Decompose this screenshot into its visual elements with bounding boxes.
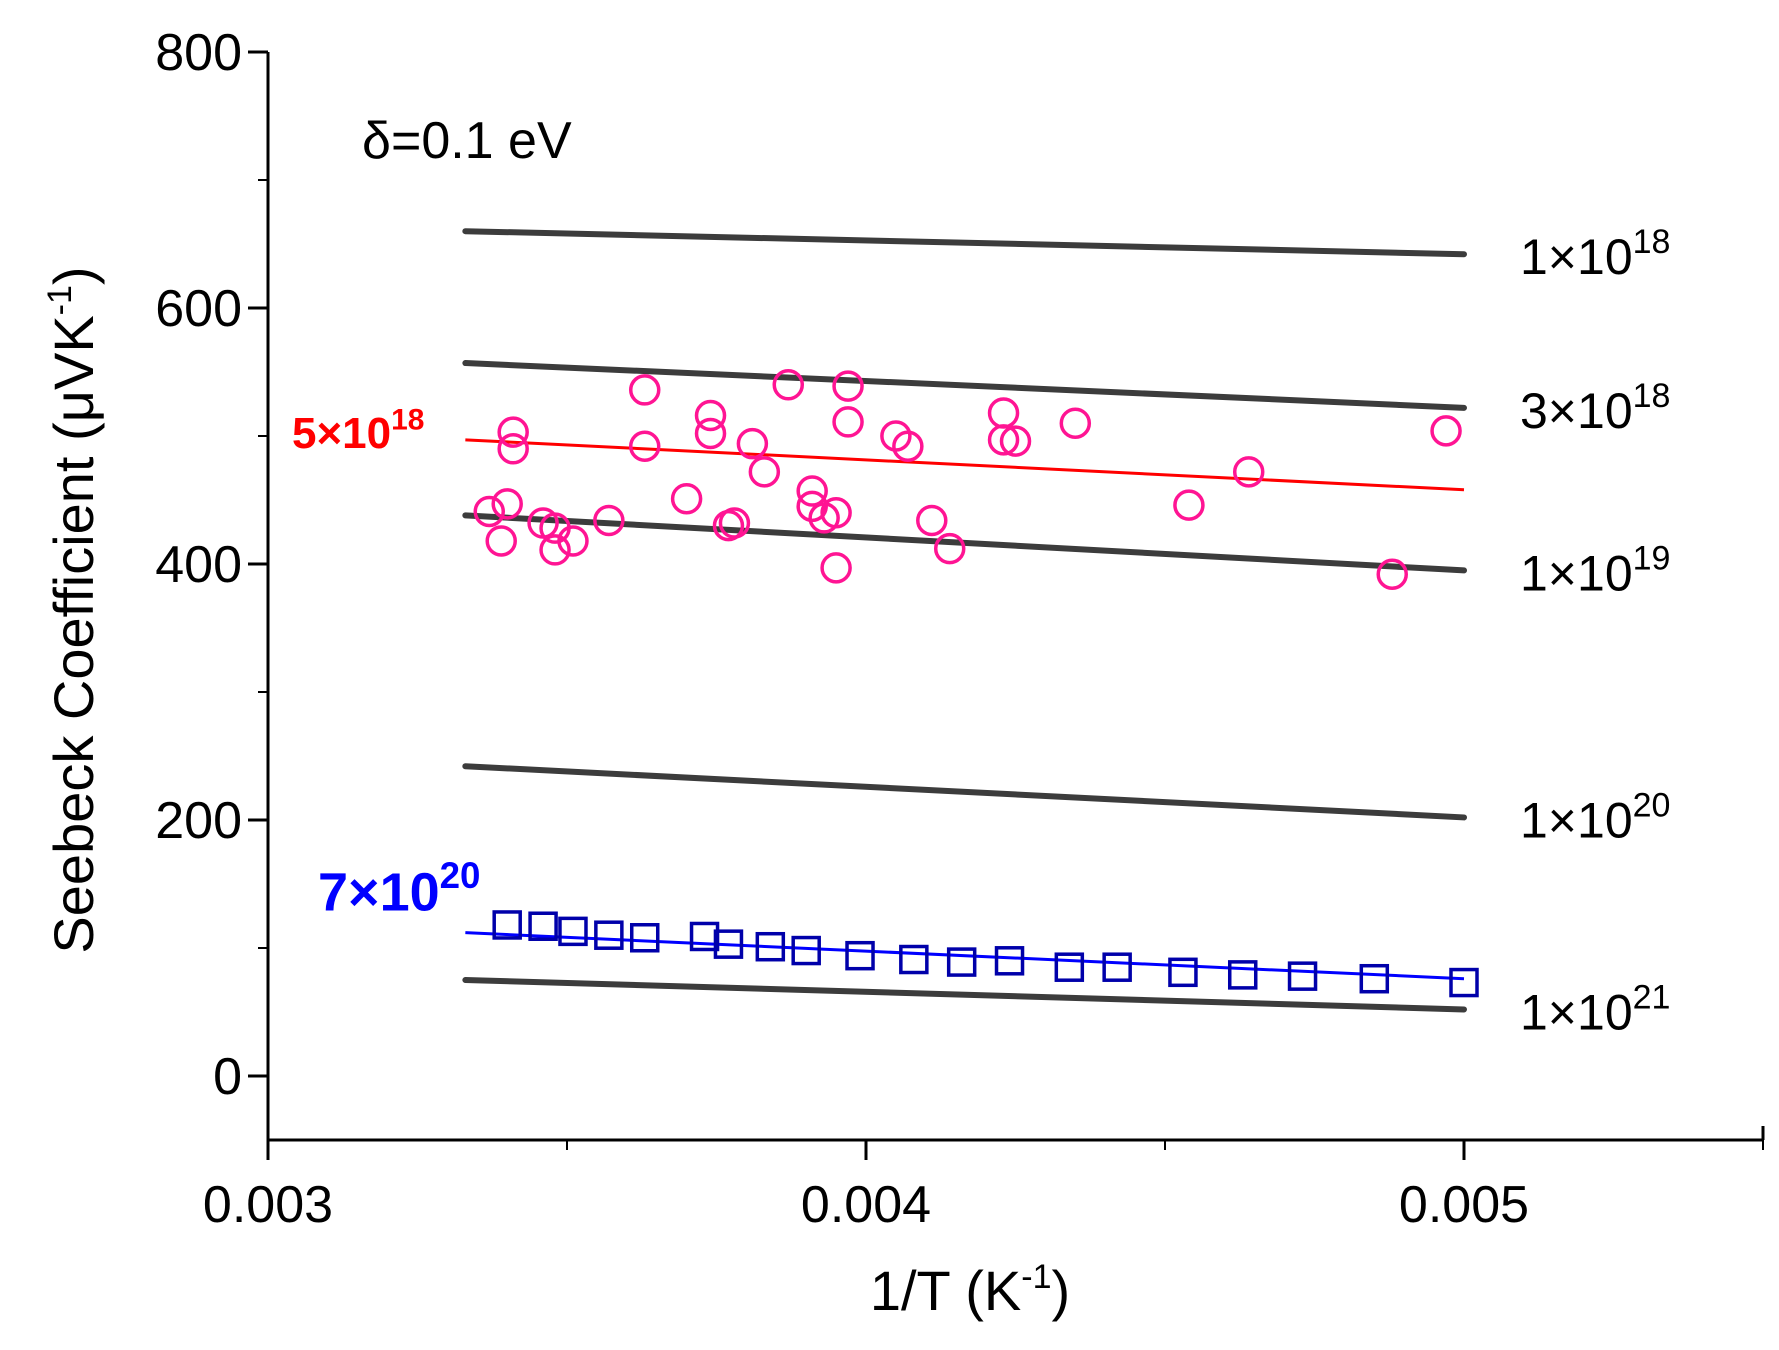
circle-point bbox=[748, 456, 781, 488]
x-axis-label: 1/T (K-1) bbox=[870, 1258, 1070, 1322]
model-curve-1e19 bbox=[462, 512, 1467, 574]
circle-point bbox=[999, 425, 1032, 457]
y-tick-label: 0 bbox=[213, 1048, 242, 1106]
square-point bbox=[558, 916, 588, 947]
circle-point bbox=[694, 417, 727, 450]
y-axis-label: Seebeck Coefficient (μVK-1) bbox=[41, 266, 105, 953]
square-point bbox=[1287, 961, 1318, 991]
circle-point bbox=[892, 430, 924, 462]
y-tick-label: 600 bbox=[155, 280, 242, 338]
circle-point bbox=[473, 495, 506, 528]
square-point bbox=[1054, 952, 1085, 982]
delta-annotation: δ=0.1 eV bbox=[362, 112, 572, 170]
circle-point bbox=[497, 433, 529, 465]
square-point bbox=[492, 910, 522, 940]
circle-point bbox=[933, 532, 966, 565]
circle-point bbox=[539, 534, 571, 566]
circle-point bbox=[593, 504, 625, 537]
square-point bbox=[899, 944, 929, 975]
data-markers bbox=[473, 369, 1479, 998]
y-axis-label-main: Seebeck Coefficient (μVK bbox=[42, 315, 105, 953]
circle-point bbox=[557, 525, 589, 557]
curve-label-3e18: 3×1018 bbox=[1520, 377, 1670, 439]
y-axis-label-end: ) bbox=[42, 266, 105, 285]
square-point bbox=[994, 946, 1025, 976]
x-axis-label-main: 1/T (K bbox=[870, 1259, 1021, 1322]
model-curves bbox=[462, 228, 1467, 1013]
curve-label-1e21: 1×1021 bbox=[1520, 978, 1670, 1040]
fit-curve-5e18 bbox=[465, 438, 1465, 492]
y-tick-label: 400 bbox=[155, 536, 242, 594]
circle-point bbox=[718, 507, 751, 539]
axis-ticks bbox=[248, 50, 1764, 1160]
circle-point bbox=[670, 482, 703, 515]
model-curve-1e20 bbox=[462, 763, 1467, 821]
square-point bbox=[791, 935, 821, 966]
y-axis-label-sup: -1 bbox=[41, 285, 79, 315]
circle-point bbox=[987, 397, 1020, 429]
y-tick-label: 800 bbox=[155, 24, 242, 82]
square-point bbox=[1449, 967, 1479, 998]
circle-point bbox=[736, 427, 769, 460]
square-point bbox=[1359, 963, 1390, 994]
circle-point bbox=[1173, 489, 1205, 521]
circle-point bbox=[832, 406, 864, 438]
circle-point bbox=[497, 416, 529, 448]
circle-point bbox=[628, 430, 661, 462]
square-point bbox=[755, 931, 786, 962]
circle-point bbox=[1059, 407, 1092, 439]
x-axis-label-end: ) bbox=[1052, 1259, 1071, 1322]
square-point bbox=[528, 911, 558, 941]
circle-point bbox=[796, 475, 828, 507]
square-point bbox=[845, 940, 875, 971]
square-point bbox=[629, 923, 660, 953]
circle-point bbox=[820, 497, 852, 529]
curve-label-1e19: 1×1019 bbox=[1520, 539, 1670, 601]
square-point bbox=[713, 929, 744, 959]
x-tick-label: 0.005 bbox=[1399, 1176, 1529, 1234]
circle-point bbox=[491, 488, 523, 520]
x-tick-label: 0.003 bbox=[203, 1176, 333, 1234]
square-point bbox=[1168, 957, 1198, 988]
square-point bbox=[689, 921, 720, 952]
plot-frame bbox=[266, 52, 1765, 1142]
square-point bbox=[594, 920, 624, 950]
square-point bbox=[1102, 952, 1132, 982]
model-curve-1e18 bbox=[462, 228, 1467, 258]
y-tick-label: 200 bbox=[155, 792, 242, 850]
circle-point bbox=[916, 504, 948, 537]
circle-point bbox=[832, 370, 864, 402]
circle-point bbox=[820, 552, 852, 584]
circle-point bbox=[1232, 456, 1265, 488]
circle-point bbox=[628, 374, 661, 406]
circle-point bbox=[485, 525, 517, 557]
tick-labels: 0 200 400 600 800 0.003 0.004 0.005 bbox=[155, 24, 1529, 1234]
curve-label-1e20: 1×1020 bbox=[1520, 786, 1670, 848]
curve-label-7e20: 7×1020 bbox=[318, 855, 480, 923]
model-curve-1e21 bbox=[462, 977, 1467, 1013]
model-curve-3e18 bbox=[462, 360, 1467, 411]
circle-point bbox=[694, 399, 727, 432]
square-point bbox=[946, 947, 977, 977]
circle-point bbox=[772, 369, 805, 401]
curve-label-1e18: 1×1018 bbox=[1520, 223, 1670, 285]
circle-point bbox=[987, 424, 1020, 456]
square-point bbox=[1227, 960, 1258, 990]
x-axis-label-sup: -1 bbox=[1021, 1258, 1051, 1296]
circle-point bbox=[796, 490, 828, 523]
curve-labels: 1×1018 3×1018 1×1019 1×1020 1×1021 5×1018 7×10… bbox=[292, 223, 1670, 1040]
curve-label-5e18: 5×1018 bbox=[292, 403, 424, 457]
x-tick-label: 0.004 bbox=[801, 1176, 931, 1234]
circle-point bbox=[1430, 415, 1462, 447]
circle-point bbox=[1376, 558, 1408, 590]
